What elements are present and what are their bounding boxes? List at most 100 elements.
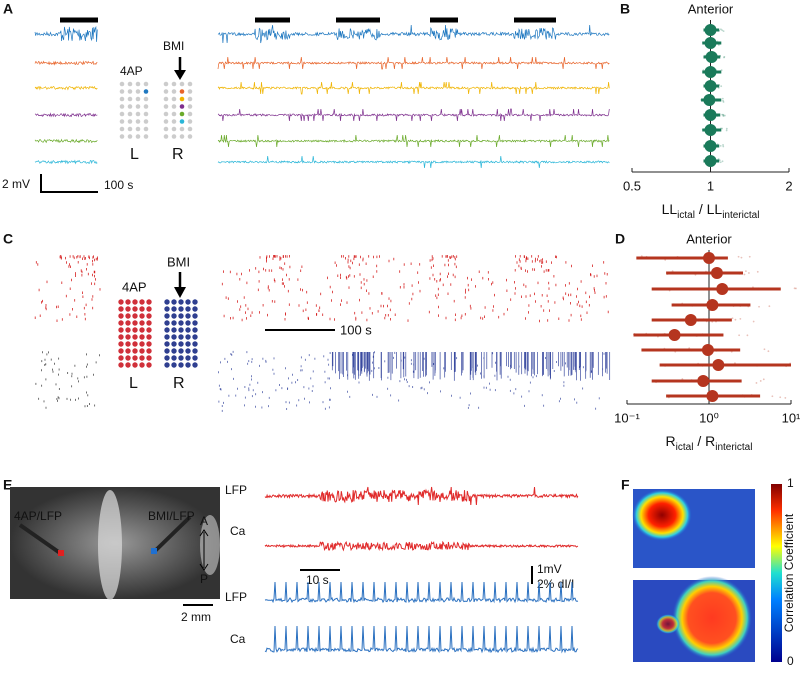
electrode xyxy=(171,299,177,305)
electrode xyxy=(146,306,152,312)
faint-point xyxy=(722,145,725,148)
label-part: ictal xyxy=(677,210,695,221)
point xyxy=(706,390,719,402)
label: 4AP xyxy=(122,279,147,294)
panel-label: C xyxy=(3,231,13,247)
point xyxy=(704,140,717,152)
electrode xyxy=(187,119,193,124)
trace xyxy=(34,159,98,165)
electrode xyxy=(185,313,191,319)
point xyxy=(703,94,716,106)
electrode xyxy=(118,299,124,305)
faint-point xyxy=(718,159,721,162)
point xyxy=(710,267,723,279)
point xyxy=(704,124,717,136)
electrode xyxy=(179,134,185,139)
electrode xyxy=(171,89,177,94)
electrode xyxy=(164,299,170,305)
electrode xyxy=(171,81,177,87)
electrode xyxy=(125,306,131,312)
electrode xyxy=(185,362,191,368)
electrode xyxy=(132,362,138,368)
electrode xyxy=(179,104,185,109)
electrode xyxy=(127,81,133,87)
label-part: LL xyxy=(662,201,678,217)
point xyxy=(704,155,717,167)
electrode xyxy=(127,89,133,94)
electrode xyxy=(135,126,141,132)
faint-point xyxy=(719,28,722,31)
electrode xyxy=(187,81,193,87)
electrode xyxy=(135,96,141,102)
label: R xyxy=(172,146,184,163)
electrode xyxy=(187,104,193,109)
faint-point xyxy=(719,144,722,147)
label: P xyxy=(200,572,208,586)
probe xyxy=(153,515,192,553)
electrode xyxy=(178,341,184,347)
faint-point xyxy=(748,255,751,258)
electrode xyxy=(187,111,193,117)
electrode xyxy=(127,111,133,117)
electrode xyxy=(192,327,198,333)
electrode xyxy=(118,341,124,347)
label-part: interictal xyxy=(722,210,759,221)
brain-image xyxy=(200,515,220,575)
electrode xyxy=(192,313,198,319)
point xyxy=(697,375,710,387)
electrode xyxy=(125,299,131,305)
trace-label: LFP xyxy=(225,590,247,604)
electrode xyxy=(171,313,177,319)
electrode xyxy=(139,341,145,347)
electrode xyxy=(118,320,124,326)
electrode xyxy=(146,362,152,368)
electrode xyxy=(163,96,169,102)
electrode xyxy=(127,119,133,124)
x-tick-label: 0.5 xyxy=(623,178,641,193)
faint-point xyxy=(771,395,774,398)
label: BMI xyxy=(163,39,184,53)
probe-tip xyxy=(58,550,64,556)
electrode xyxy=(132,306,138,312)
point xyxy=(701,344,714,356)
faint-point xyxy=(722,113,725,116)
heatmap-blob xyxy=(632,489,692,541)
electrode xyxy=(179,96,185,102)
electrode xyxy=(171,126,177,132)
x-tick-label: 1 xyxy=(707,178,714,193)
panel-label: E xyxy=(3,477,12,493)
electrode xyxy=(132,299,138,305)
electrode xyxy=(164,327,170,333)
panel-label: B xyxy=(620,1,630,17)
electrode xyxy=(185,306,191,312)
faint-point xyxy=(717,44,720,46)
electrode xyxy=(143,111,149,117)
electrode xyxy=(192,334,198,340)
trace xyxy=(217,134,610,148)
point xyxy=(703,252,715,264)
electrode xyxy=(164,313,170,319)
electrode xyxy=(171,362,177,368)
faint-point xyxy=(743,273,746,276)
electrode xyxy=(171,119,177,124)
electrode xyxy=(125,334,131,340)
point xyxy=(704,37,717,49)
electrode xyxy=(187,96,193,102)
electrode xyxy=(192,306,198,312)
electrode xyxy=(164,355,170,361)
trace xyxy=(34,25,98,42)
electrode xyxy=(185,355,191,361)
faint-point xyxy=(762,378,765,381)
colorbar-label: 1 xyxy=(787,476,794,490)
electrode xyxy=(164,362,170,368)
probe-tip xyxy=(151,548,157,554)
electrode xyxy=(146,348,152,354)
electrode xyxy=(125,348,131,354)
electrode xyxy=(163,126,169,132)
faint-point xyxy=(734,318,737,321)
electrode xyxy=(192,320,198,326)
faint-point xyxy=(723,114,726,117)
faint-point xyxy=(725,127,728,130)
point xyxy=(705,51,718,63)
